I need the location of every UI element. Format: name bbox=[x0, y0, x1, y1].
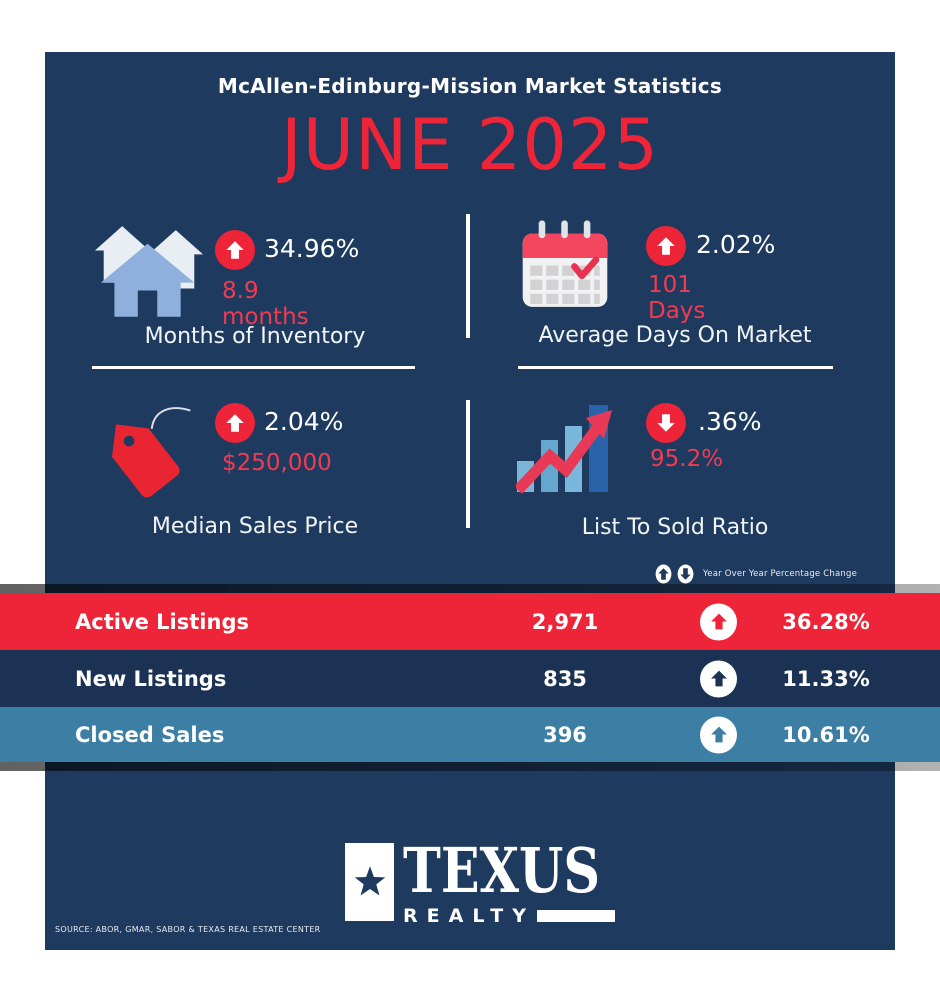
horizontal-divider-left bbox=[92, 366, 415, 369]
row-label: Active Listings bbox=[75, 609, 249, 634]
vertical-divider-bottom bbox=[466, 400, 470, 528]
up-arrow-icon bbox=[700, 603, 737, 640]
stat-value: 8.9 months bbox=[222, 278, 309, 330]
month-heading: JUNE 2025 bbox=[281, 104, 659, 186]
table-row-closed-sales: Closed Sales 396 10.61% bbox=[0, 707, 940, 762]
row-value: 396 bbox=[543, 722, 587, 747]
source-attribution: SOURCE: ABOR, GMAR, SABOR & TEXAS REAL E… bbox=[55, 925, 321, 934]
stat-yoy-pct: .36% bbox=[698, 407, 762, 436]
row-label: Closed Sales bbox=[75, 722, 225, 747]
stat-yoy-pct: 2.02% bbox=[696, 230, 776, 259]
brand-name: TEXUS bbox=[403, 834, 601, 907]
horizontal-divider-right bbox=[518, 366, 833, 369]
table-row-active-listings: Active Listings 2,971 36.28% bbox=[0, 593, 940, 650]
row-yoy-pct: 36.28% bbox=[782, 609, 870, 634]
up-arrow-icon bbox=[700, 660, 737, 697]
calendar-icon bbox=[518, 218, 612, 313]
page-title: McAllen-Edinburg-Mission Market Statisti… bbox=[217, 74, 723, 98]
row-label: New Listings bbox=[75, 666, 227, 691]
table-row-new-listings: New Listings 835 11.33% bbox=[0, 650, 940, 707]
stat-value: $250,000 bbox=[222, 450, 332, 476]
stat-label: Median Sales Price bbox=[151, 514, 359, 539]
stat-label: Average Days On Market bbox=[538, 323, 812, 348]
price-tag-icon bbox=[90, 398, 200, 506]
stat-value: 95.2% bbox=[650, 446, 724, 472]
stat-yoy-pct: 34.96% bbox=[264, 234, 360, 263]
main-panel bbox=[45, 52, 895, 950]
vertical-divider-top bbox=[466, 214, 470, 338]
houses-icon bbox=[93, 222, 205, 318]
row-yoy-pct: 11.33% bbox=[782, 666, 870, 691]
stat-label: List To Sold Ratio bbox=[581, 515, 769, 540]
up-arrow-icon bbox=[215, 230, 255, 270]
up-arrow-icon bbox=[700, 716, 737, 753]
star-icon bbox=[345, 843, 394, 921]
stat-yoy-pct: 2.04% bbox=[264, 407, 344, 436]
up-arrow-icon bbox=[215, 403, 255, 443]
row-value: 835 bbox=[543, 666, 587, 691]
bar-chart-icon bbox=[513, 398, 620, 496]
stat-value: 101 Days bbox=[648, 272, 706, 324]
down-arrow-icon bbox=[646, 403, 686, 443]
up-arrow-icon bbox=[646, 226, 686, 266]
stat-label: Months of Inventory bbox=[144, 324, 366, 349]
row-yoy-pct: 10.61% bbox=[782, 722, 870, 747]
yoy-legend: Year Over Year Percentage Change bbox=[655, 564, 857, 584]
logo-bar bbox=[537, 910, 615, 922]
row-value: 2,971 bbox=[531, 609, 599, 634]
brand-subtitle: REALTY bbox=[403, 905, 535, 927]
legend-up-arrow-icon bbox=[655, 564, 672, 584]
legend-down-arrow-icon bbox=[677, 564, 694, 584]
legend-text: Year Over Year Percentage Change bbox=[703, 569, 858, 579]
texus-realty-logo: TEXUS REALTY bbox=[345, 834, 643, 927]
